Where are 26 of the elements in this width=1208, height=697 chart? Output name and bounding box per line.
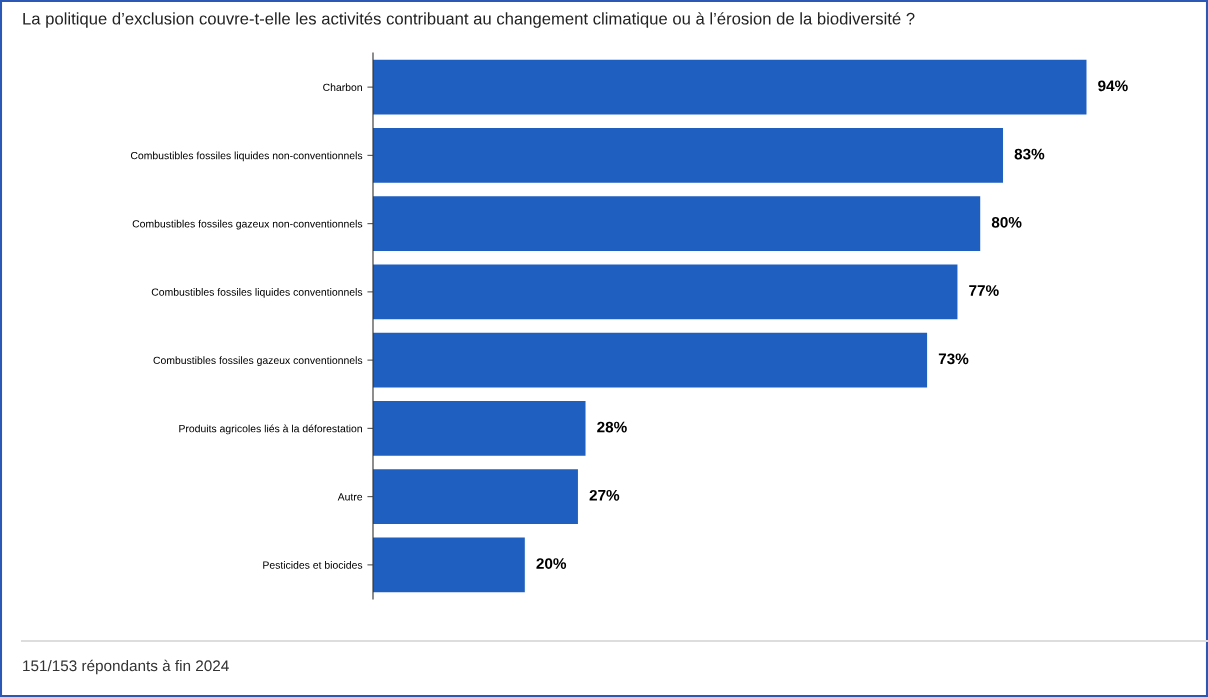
y-tick-label: Combustibles fossiles liquides non-conventionnels	[130, 151, 363, 162]
bar	[373, 332, 928, 388]
bar	[373, 264, 958, 320]
y-tick-label: Produits agricoles liés à la déforestation	[179, 424, 362, 435]
data-label: 27%	[589, 489, 620, 501]
y-tick-label: Combustibles fossiles liquides conventionnels	[151, 288, 363, 298]
data-label: 94%	[1098, 80, 1128, 92]
data-label: 28%	[597, 421, 627, 433]
y-tick-label: Autre	[337, 493, 363, 501]
y-tick-label: Pesticides et biocides	[263, 561, 363, 569]
data-label: 77%	[969, 285, 999, 296]
y-tick-label: Charbon	[323, 83, 362, 91]
bar	[373, 196, 981, 251]
bar	[373, 59, 1087, 115]
bar	[373, 401, 586, 456]
data-label: 83%	[1014, 148, 1045, 160]
y-tick-label: Combustibles fossiles gazeux conventionnels	[153, 356, 363, 367]
data-label: 80%	[991, 216, 1022, 228]
y-tick-label: Combustibles fossiles gazeux non-conventionnels	[132, 219, 363, 230]
bar	[373, 128, 1003, 183]
data-label: 73%	[938, 353, 969, 365]
bar	[373, 469, 578, 524]
text: 151/153 répondants à fin 2024	[23, 659, 229, 675]
chart-title: La politique d’exclusion couvre-t-elle les activités contribuant au changement climatique ou à l’érosion de la biodiversité ?	[23, 12, 915, 28]
bar	[373, 537, 525, 593]
data-label: 20%	[536, 558, 567, 569]
